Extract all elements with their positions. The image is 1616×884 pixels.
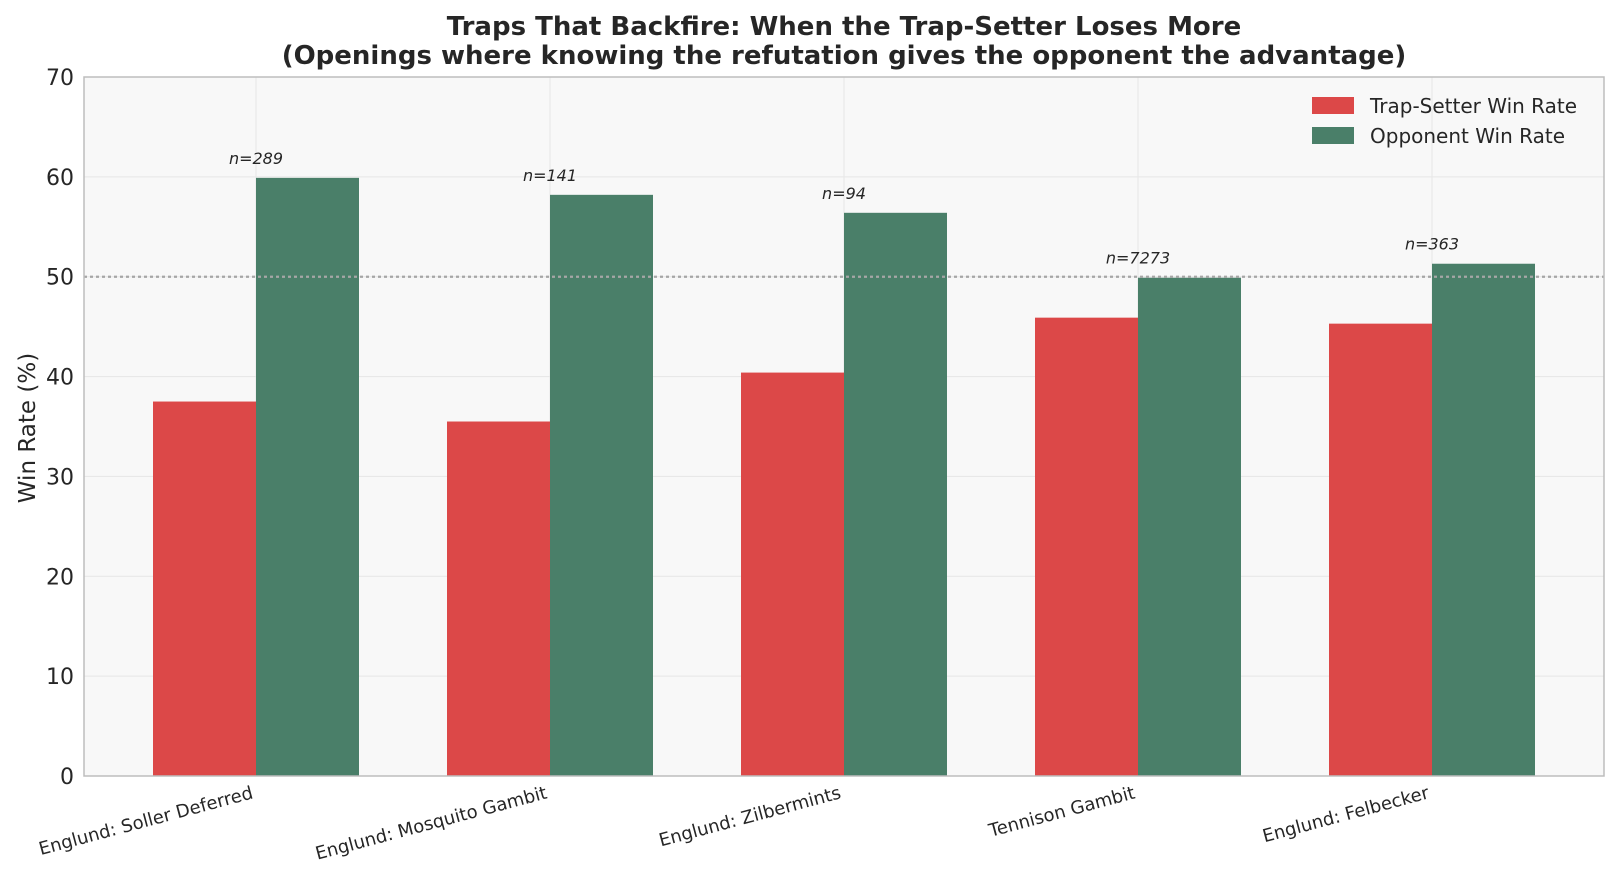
opponent-bar xyxy=(1432,263,1535,776)
y-tick-label: 40 xyxy=(46,366,74,391)
opponent-bar xyxy=(550,194,653,776)
plot-frame xyxy=(83,76,1605,777)
y-axis-label: Win Rate (%) xyxy=(15,353,41,503)
trap-setter-bar xyxy=(153,401,256,776)
x-tick-label: Englund: Zilbermints xyxy=(657,783,844,852)
sample-size-label: n=7273 xyxy=(1106,249,1170,268)
y-tick-label: 50 xyxy=(46,266,74,291)
x-tick-label: Englund: Mosquito Gambit xyxy=(313,783,549,865)
y-tick-label: 70 xyxy=(46,66,74,91)
legend: Trap-Setter Win Rate Opponent Win Rate xyxy=(1312,94,1577,148)
legend-label: Trap-Setter Win Rate xyxy=(1369,94,1577,118)
opponent-bar xyxy=(1138,277,1241,776)
trap-setter-bar xyxy=(1035,317,1138,776)
trap-setter-bar xyxy=(1329,323,1432,776)
y-tick-label: 20 xyxy=(46,565,74,590)
sample-size-label: n=94 xyxy=(822,184,866,203)
y-tick-label: 0 xyxy=(60,765,74,790)
legend-label: Opponent Win Rate xyxy=(1370,124,1565,148)
x-tick-label: Tennison Gambit xyxy=(986,783,1138,842)
chart-title: Traps That Backfire: When the Trap-Sette… xyxy=(447,12,1242,42)
trap-setter-bar xyxy=(741,372,844,776)
sample-size-label: n=289 xyxy=(229,149,283,168)
x-tick-label: Englund: Soller Deferred xyxy=(37,783,256,860)
y-tick-label: 10 xyxy=(46,665,74,690)
x-tick-label: Englund: Felbecker xyxy=(1260,782,1432,847)
opponent-bar xyxy=(844,212,947,776)
opponent-bar xyxy=(256,177,359,776)
sample-size-label: n=363 xyxy=(1405,235,1459,254)
chart-subtitle: (Openings where knowing the refutation g… xyxy=(282,41,1407,71)
legend-swatch xyxy=(1312,127,1354,144)
y-tick-label: 60 xyxy=(46,166,74,191)
legend-swatch xyxy=(1312,97,1354,114)
y-tick-label: 30 xyxy=(46,465,74,490)
trap-setter-bar xyxy=(447,421,550,776)
sample-size-label: n=141 xyxy=(523,166,577,185)
